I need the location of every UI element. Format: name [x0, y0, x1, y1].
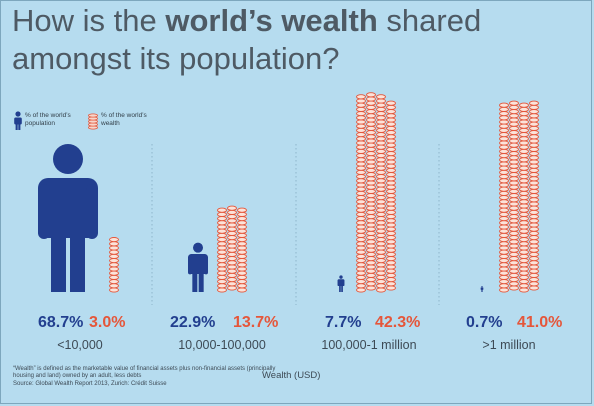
legend-coin-stack-icon	[88, 113, 98, 130]
population-pct-label: 7.7%	[325, 314, 362, 331]
coin-stack-icon	[217, 207, 227, 293]
person-icon	[188, 242, 208, 292]
coin-stack-icon	[366, 92, 376, 291]
legend-person-icon	[14, 111, 22, 130]
coin-stack-icon	[386, 100, 396, 291]
x-axis-label: Wealth (USD)	[262, 370, 321, 381]
person-icon	[38, 144, 98, 292]
person-icon	[337, 275, 345, 292]
wealth-pct-label: 3.0%	[89, 314, 126, 331]
wealth-pct-label: 13.7%	[233, 314, 279, 331]
legend-population-label: % of the world’s population	[25, 112, 71, 127]
page-title: How is the world’s wealth shared amongst…	[12, 2, 572, 78]
category-label: <10,000	[57, 338, 103, 352]
category-label: >1 million	[482, 338, 536, 352]
category-label: 100,000-1 million	[321, 338, 417, 352]
footnote-definition: “Wealth” is defined as the marketable va…	[13, 366, 276, 380]
coin-stack-icon	[509, 100, 519, 291]
coin-stack-icon	[529, 100, 539, 291]
coin-stack-icon	[519, 102, 529, 293]
coin-stack-icon	[499, 102, 509, 293]
title-line2: amongst its population?	[12, 41, 340, 76]
footnote-source: Source: Global Wealth Report 2013, Zuric…	[13, 380, 167, 387]
title-line1-end: shared	[377, 3, 482, 38]
population-pct-label: 0.7%	[466, 314, 503, 331]
person-icon	[480, 286, 484, 292]
footnote: “Wealth” is defined as the marketable va…	[13, 366, 283, 388]
population-pct-label: 68.7%	[38, 314, 84, 331]
population-pct-label: 22.9%	[170, 314, 216, 331]
coin-stack-icon	[227, 205, 237, 291]
coin-stack-icon	[376, 94, 386, 293]
coin-stack-icon	[109, 237, 119, 293]
wealth-pct-label: 41.0%	[517, 314, 563, 331]
coin-stack-icon	[356, 94, 366, 293]
wealth-pct-label: 42.3%	[375, 314, 421, 331]
title-line1-start: How is the	[12, 3, 166, 38]
category-label: 10,000-100,000	[178, 338, 266, 352]
coin-stack-icon	[237, 207, 247, 293]
title-line1-bold: world’s wealth	[165, 3, 378, 38]
legend-wealth-label: % of the world’s wealth	[101, 112, 147, 127]
